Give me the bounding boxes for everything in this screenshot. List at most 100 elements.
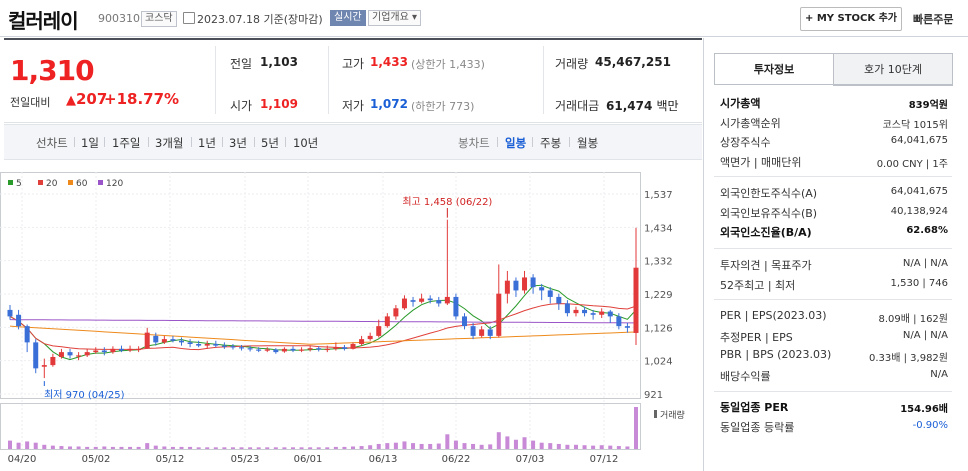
low-value: 1,072 xyxy=(370,97,408,111)
info-label: 외국인소진율(B/A) xyxy=(720,226,812,239)
info-value: 1,530 | 746 xyxy=(890,277,948,289)
divider xyxy=(104,137,105,147)
volume-bar xyxy=(488,444,493,449)
info-value: N/A | N/A xyxy=(902,258,948,269)
volume-bar xyxy=(16,442,21,449)
volume-bar xyxy=(230,447,235,449)
volume-bar xyxy=(239,447,244,449)
volume-bar xyxy=(479,444,484,449)
volume-bar xyxy=(162,446,167,449)
volume-bar xyxy=(419,443,424,449)
stock-header xyxy=(0,0,968,37)
period-1w[interactable]: 1주일 xyxy=(112,136,141,150)
candle xyxy=(230,346,236,348)
candle xyxy=(470,326,476,336)
high-value: 1,433 xyxy=(370,55,408,69)
info-value: 코스닥 1015위 xyxy=(882,119,948,131)
volume-bar xyxy=(136,446,141,449)
candle xyxy=(76,355,82,357)
candle xyxy=(204,344,210,346)
legend-swatch xyxy=(68,180,73,185)
tab-investment-info[interactable]: 투자정보 xyxy=(714,53,834,85)
candle xyxy=(299,349,305,351)
period-10y[interactable]: 10년 xyxy=(293,136,319,150)
volume-bar xyxy=(50,445,55,449)
y-tick-label: 1,332 xyxy=(644,257,673,268)
info-label: 액면가 | 매매단위 xyxy=(720,155,802,169)
candle xyxy=(256,349,262,351)
period-3m[interactable]: 3개월 xyxy=(155,136,184,150)
volume-bar xyxy=(248,447,253,449)
quote-date: 2023.07.18 기준(장마감) xyxy=(197,13,323,26)
volume-bar xyxy=(342,446,347,449)
candle xyxy=(84,352,90,356)
market-badge: 코스닥 xyxy=(141,11,177,27)
divider xyxy=(714,248,952,249)
volume-bar xyxy=(471,443,476,449)
volume-bar xyxy=(76,446,81,449)
volume-bar xyxy=(8,440,12,449)
y-tick-label: 1,434 xyxy=(644,223,673,234)
realtime-badge[interactable]: 실시간 xyxy=(330,10,366,26)
calendar-icon xyxy=(183,12,195,24)
volume-bar xyxy=(625,446,630,449)
x-tick-label: 06/22 xyxy=(442,454,471,465)
divider xyxy=(285,137,286,147)
period-1y[interactable]: 1년 xyxy=(198,136,216,150)
candle xyxy=(341,347,347,349)
volume-bar xyxy=(290,447,295,449)
amount-label: 거래대금 xyxy=(555,99,600,113)
divider xyxy=(714,391,952,392)
volume-bar xyxy=(25,441,30,449)
candle xyxy=(419,298,425,302)
volume-bar xyxy=(110,446,115,449)
divider xyxy=(215,46,216,114)
candle xyxy=(118,348,124,351)
info-label: 추정PER | EPS xyxy=(720,330,793,344)
high-annotation: 최고 1,458 (06/22) xyxy=(402,196,492,208)
divider xyxy=(543,46,544,114)
period-5y[interactable]: 5년 xyxy=(261,136,279,150)
volume-bar xyxy=(385,443,390,449)
candle xyxy=(590,313,596,315)
period-3y[interactable]: 3년 xyxy=(229,136,247,150)
tab-orderbook-10[interactable]: 호가 10단계 xyxy=(833,53,953,86)
x-tick-label: 07/12 xyxy=(590,454,619,465)
corp-overview-dropdown[interactable]: 기업개요 ▾ xyxy=(368,10,422,26)
volume-bar xyxy=(205,447,210,449)
candle xyxy=(144,332,150,349)
candle xyxy=(7,309,13,317)
divider xyxy=(532,137,533,147)
candle xyxy=(161,339,167,343)
candle-monthly[interactable]: 월봉 xyxy=(577,136,599,150)
info-value: 64,041,675 xyxy=(890,186,948,197)
divider xyxy=(714,84,952,85)
info-value: 64,041,675 xyxy=(890,135,948,146)
add-my-stock-button[interactable]: + MY STOCK 추가 xyxy=(800,7,902,31)
candle-daily[interactable]: 일봉 xyxy=(505,136,527,150)
divider xyxy=(222,137,223,147)
candle xyxy=(599,311,605,315)
candle xyxy=(58,352,64,357)
price-change-pct: +18.77% xyxy=(104,90,180,108)
volume-bar xyxy=(325,447,330,449)
candle-weekly[interactable]: 주봉 xyxy=(540,136,562,150)
volume-legend: 거래량 xyxy=(660,409,685,421)
volume-bar xyxy=(436,443,441,449)
volume-bar xyxy=(119,446,124,449)
volume-bar xyxy=(42,444,47,449)
prev-close-value: 1,103 xyxy=(260,55,298,69)
up-arrow-icon: ▲ xyxy=(66,93,76,108)
candle xyxy=(453,296,459,317)
period-1d[interactable]: 1일 xyxy=(81,136,99,150)
candle xyxy=(479,329,485,336)
candle xyxy=(93,350,99,353)
candle xyxy=(556,296,562,304)
price-chart[interactable]: 1,537 1,434 1,332 1,229 1,126 1,024 921 04/20 05… xyxy=(0,172,702,471)
volume-bar xyxy=(333,446,338,449)
info-label: 동일업종 PER xyxy=(720,401,789,414)
candle xyxy=(136,348,142,351)
candle xyxy=(616,316,622,327)
quick-order-link[interactable]: 빠른주문 xyxy=(913,13,954,26)
info-label: 시가총액순위 xyxy=(720,116,781,130)
